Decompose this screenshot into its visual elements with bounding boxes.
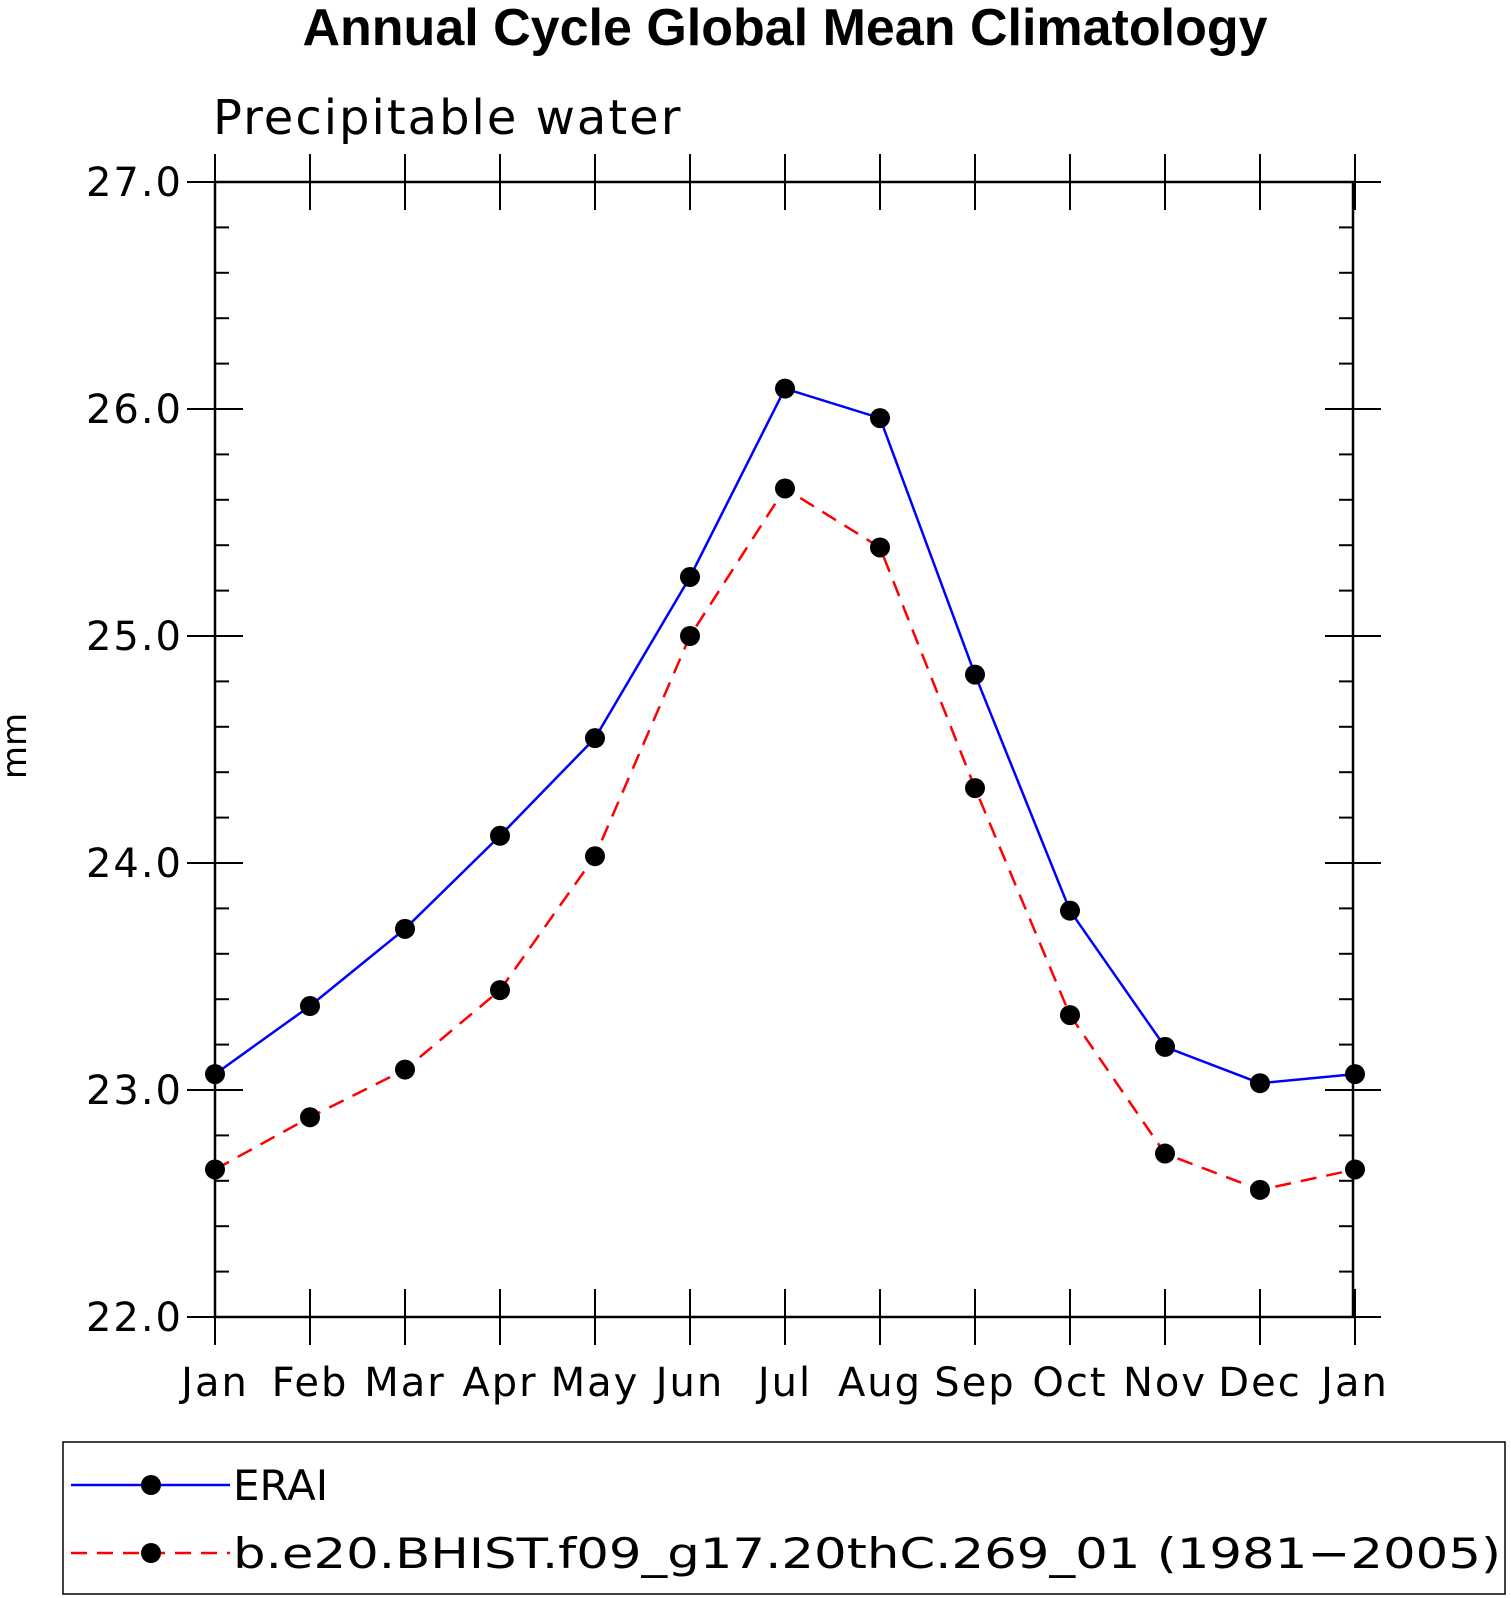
y-tick-label: 22.0: [86, 1295, 183, 1341]
data-point: [205, 1159, 225, 1180]
legend: ERAI b.e20.BHIST.f09_g17.20thC.269_01 (1…: [62, 1441, 1506, 1595]
legend-label-model: b.e20.BHIST.f09_g17.20thC.269_01 (1981−2…: [233, 1529, 1501, 1578]
x-tick-label: May: [551, 1360, 640, 1406]
data-point: [965, 778, 985, 799]
data-point: [870, 537, 890, 558]
y-axis-ticks: 22.0 23.0 24.0 25.0 26.0 27.0: [86, 160, 1381, 1341]
plot-frame: [213, 180, 1355, 1319]
data-point: [870, 408, 890, 429]
data-point: [965, 664, 985, 685]
y-axis-label: mm: [0, 713, 35, 779]
data-point: [205, 1064, 225, 1085]
data-point: [490, 980, 510, 1001]
series-1: [205, 478, 1365, 1200]
y-tick-label: 23.0: [86, 1068, 183, 1114]
x-tick-label: Mar: [364, 1360, 445, 1406]
y-tick-label: 25.0: [86, 614, 183, 660]
data-point: [1155, 1036, 1175, 1057]
legend-marker-erai: [141, 1475, 161, 1495]
x-tick-label: Feb: [272, 1360, 349, 1406]
x-tick-label: Nov: [1123, 1360, 1207, 1406]
chart-title: Annual Cycle Global Mean Climatology: [302, 0, 1267, 57]
data-point: [680, 566, 700, 587]
x-tick-label: Jul: [755, 1360, 812, 1406]
series-0: [205, 378, 1365, 1094]
plot-border: [213, 180, 1355, 1319]
data-point: [395, 1059, 415, 1080]
chart-subtitle: Precipitable water: [213, 90, 682, 146]
x-tick-label: Apr: [462, 1360, 537, 1406]
x-axis-ticks: Jan Feb Mar Apr May Jun Jul Aug Sep Oct Nov Dec Jan: [178, 154, 1389, 1406]
data-point: [585, 728, 605, 749]
y-tick-label: 27.0: [86, 160, 183, 206]
legend-box: [62, 1441, 1506, 1595]
data-point: [1155, 1143, 1175, 1164]
data-point: [775, 378, 795, 399]
data-point: [1060, 1005, 1080, 1026]
x-tick-label: Jan: [178, 1360, 249, 1406]
x-tick-label: Jun: [653, 1360, 725, 1406]
data-point: [585, 846, 605, 867]
x-tick-label: Jan: [1318, 1360, 1389, 1406]
data-point: [300, 996, 320, 1017]
y-tick-label: 26.0: [86, 387, 183, 433]
data-point: [395, 918, 415, 939]
legend-label-erai: ERAI: [233, 1461, 328, 1510]
x-tick-label: Dec: [1218, 1360, 1301, 1406]
data-point: [1345, 1159, 1365, 1180]
data-point: [1250, 1073, 1270, 1094]
x-tick-label: Oct: [1032, 1360, 1107, 1406]
data-point: [680, 626, 700, 646]
legend-marker-model: [141, 1543, 161, 1563]
data-point: [490, 825, 510, 846]
series-layer: [205, 378, 1365, 1200]
data-point: [1250, 1179, 1270, 1200]
data-point: [1060, 900, 1080, 921]
x-tick-label: Aug: [838, 1360, 922, 1406]
data-point: [775, 478, 795, 499]
data-point: [300, 1107, 320, 1128]
series-line: [214, 486, 1356, 1192]
y-tick-label: 24.0: [86, 841, 183, 887]
x-tick-label: Sep: [934, 1360, 1015, 1406]
data-point: [1345, 1064, 1365, 1085]
